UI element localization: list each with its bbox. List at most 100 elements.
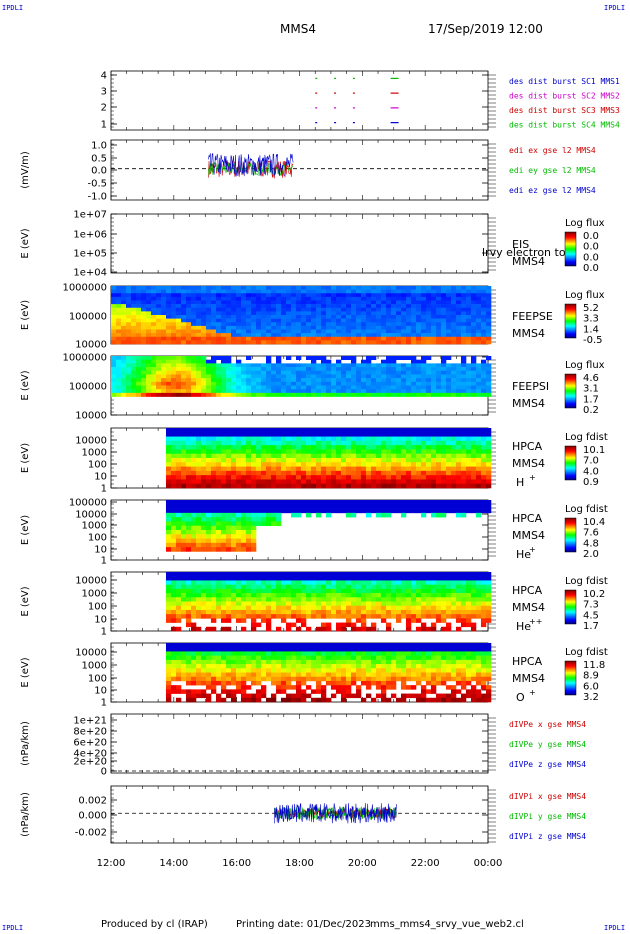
spectrogram-cell: [210, 475, 217, 480]
spectrogram-cell: [166, 381, 172, 386]
spectrogram-cell: [175, 432, 182, 437]
spectrogram-cell: [215, 512, 222, 518]
spectrogram-cell: [276, 385, 282, 390]
spectrogram-cell: [431, 392, 437, 397]
spectrogram-cell: [375, 445, 382, 450]
y-tick-label: 0: [101, 767, 107, 778]
y-tick-label: 100: [88, 674, 107, 685]
spectrogram-cell: [455, 449, 462, 455]
spectrogram-cell: [425, 500, 432, 505]
spectrogram-cell: [381, 311, 387, 316]
spectrogram-cell: [306, 300, 312, 305]
spectrogram-4: [111, 286, 492, 345]
spectrogram-cell: [271, 286, 277, 290]
spectrogram-cell: [465, 470, 472, 476]
spectrogram-cell: [460, 436, 467, 442]
spectrogram-cell: [111, 385, 117, 390]
spectrogram-cell: [236, 340, 242, 345]
spectrogram-cell: [365, 576, 372, 581]
spectrogram-cell: [281, 325, 287, 330]
spectrogram-cell: [310, 466, 317, 472]
spectrogram-cell: [476, 392, 482, 397]
spectrogram-cell: [300, 576, 307, 581]
spectrogram-cell: [480, 479, 487, 485]
spectrogram-cell: [261, 322, 267, 327]
spectrogram-cell: [411, 307, 417, 312]
spectrogram-cell: [221, 359, 227, 364]
spectrogram-cell: [196, 322, 202, 327]
spectrogram-cell: [191, 329, 197, 334]
spectrogram-cell: [276, 296, 282, 301]
spectrogram-cell: [146, 336, 152, 341]
spectrogram-cell: [381, 296, 387, 301]
spectrogram-cell: [320, 449, 327, 455]
spectrogram-cell: [400, 500, 407, 505]
spectrogram-cell: [375, 614, 382, 619]
spectrogram-cell: [396, 336, 402, 341]
spectrogram-cell: [241, 311, 247, 316]
spectrogram-cell: [291, 289, 297, 294]
spectrogram-cell: [220, 542, 227, 548]
spectrogram-cell: [391, 374, 397, 379]
spectrogram-cell: [320, 597, 327, 602]
spectrogram-cell: [216, 315, 222, 319]
spectrogram-cell: [275, 449, 282, 455]
spectrogram-cell: [111, 359, 117, 364]
spectrogram-cell: [356, 392, 362, 397]
spectrogram-cell: [410, 504, 417, 509]
spectrogram-cell: [261, 370, 267, 375]
spectrogram-cell: [430, 428, 437, 433]
spectrogram-cell: [215, 436, 222, 442]
spectrogram-cell: [210, 440, 217, 446]
spectrogram-cell: [226, 363, 232, 368]
spectrogram-cell: [370, 609, 377, 615]
spectrogram-cell: [465, 432, 472, 437]
spectrogram-cell: [276, 315, 282, 319]
spectrogram-cell: [175, 428, 182, 433]
legend-entry: edi ez gse l2 MMS4: [509, 186, 596, 195]
spectrogram-cell: [226, 311, 232, 316]
spectrogram-cell: [265, 479, 272, 485]
spectrogram-cell: [326, 378, 332, 383]
spectrogram-cell: [121, 385, 127, 390]
spectrogram-cell: [451, 378, 457, 383]
spectrogram-cell: [385, 445, 392, 450]
spectrogram-cell: [311, 392, 317, 397]
spectrogram-cell: [386, 367, 392, 372]
spectrogram-cell: [431, 296, 437, 301]
spectrogram-cell: [315, 445, 322, 450]
spectrogram-cell: [175, 547, 182, 552]
spectrogram-cell: [230, 605, 237, 611]
spectrogram-cell: [165, 508, 172, 514]
spectrogram-cell: [481, 359, 487, 364]
spectrogram-cell: [190, 504, 197, 509]
spectrogram-cell: [366, 374, 372, 379]
spectrogram-cell: [315, 483, 322, 489]
spectrogram-cell: [341, 318, 347, 323]
spectrogram-cell: [345, 614, 352, 619]
spectrogram-cell: [425, 479, 432, 485]
spectrogram-cell: [185, 479, 192, 485]
spectrogram-cell: [275, 614, 282, 619]
spectrogram-cell: [340, 449, 347, 455]
spectrogram-cell: [261, 318, 267, 323]
y-tick-label: 1e+06: [73, 230, 107, 241]
spectrogram-cell: [316, 378, 322, 383]
spectrogram-cell: [211, 340, 217, 345]
spectrogram-cell: [151, 359, 157, 364]
spectrogram-cell: [356, 389, 362, 394]
spectrogram-cell: [245, 609, 252, 615]
spectrogram-cell: [310, 508, 317, 514]
spectrogram-cell: [345, 483, 352, 489]
spectrogram-cell: [431, 333, 437, 338]
spectrogram-cell: [375, 609, 382, 615]
spectrogram-cell: [300, 445, 307, 450]
spectrogram-cell: [436, 325, 442, 330]
spectrogram-cell: [326, 315, 332, 319]
spectrogram-cell: [151, 296, 157, 301]
spectrogram-cell: [235, 609, 242, 615]
spectrogram-cell: [375, 453, 382, 459]
spectrogram-cell: [280, 597, 287, 602]
spectrogram-cell: [275, 483, 282, 489]
legend-entry: edi ex gse l2 MMS4: [509, 146, 596, 155]
